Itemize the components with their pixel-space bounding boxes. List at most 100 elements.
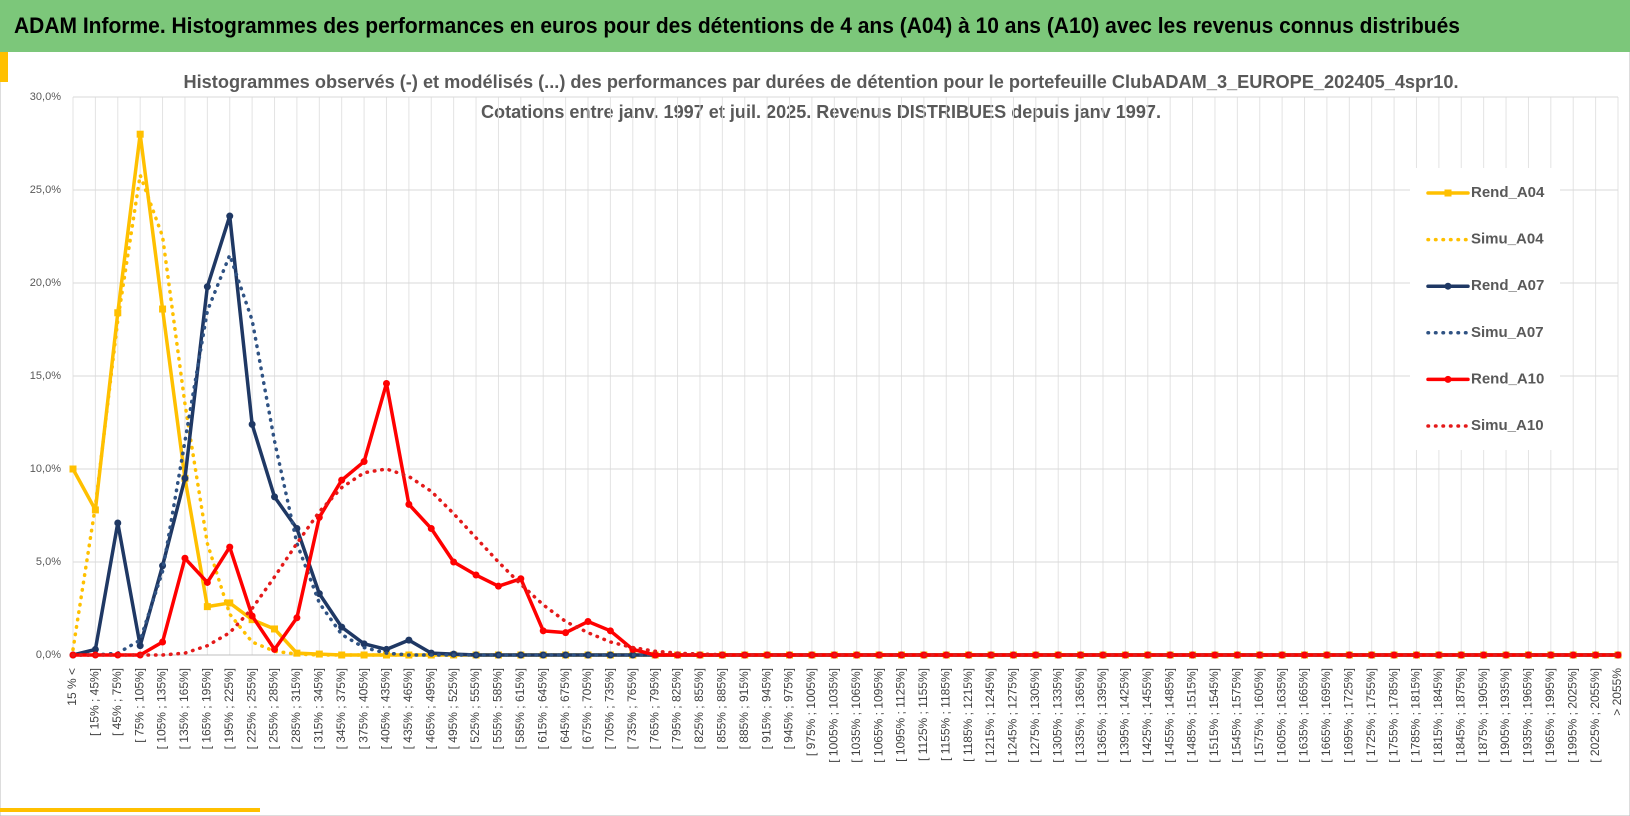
marker (181, 554, 189, 562)
x-tick-label: [ 315% ; 345%] (311, 668, 325, 749)
x-tick-label: [ 1785% ; 1815%] (1409, 668, 1423, 763)
marker (360, 640, 368, 648)
x-tick-label: [ 1455% ; 1485%] (1162, 668, 1176, 763)
marker (1457, 651, 1465, 659)
marker (226, 212, 234, 220)
marker (338, 623, 346, 631)
marker (271, 625, 279, 633)
accent (0, 808, 260, 812)
marker (91, 645, 99, 653)
marker (1301, 651, 1309, 659)
x-tick-label: [ 1125% ; 1155%] (916, 668, 930, 761)
marker (1144, 651, 1152, 659)
marker (226, 599, 234, 607)
marker (1323, 651, 1331, 659)
x-tick-label: [ 585% ; 615%] (513, 668, 527, 749)
marker (450, 558, 458, 566)
marker (203, 283, 211, 291)
y-tick-label: 10,0% (30, 463, 61, 475)
x-tick-label: [ 1635% ; 1665%] (1297, 668, 1311, 763)
marker (1345, 651, 1353, 659)
marker (181, 474, 189, 482)
x-tick-label: [ 1365% ; 1395%] (1095, 668, 1109, 763)
x-tick-label: [ 645% ; 675%] (558, 668, 572, 749)
x-tick-label: [ 465% ; 495%] (423, 668, 437, 749)
legend-label: Rend_A10 (1471, 370, 1544, 387)
x-tick-label: [ 1155% ; 1185%] (938, 668, 952, 761)
x-tick-label: [ 1065% ; 1095%] (871, 668, 885, 763)
x-tick-label: [ 1035% ; 1065%] (849, 668, 863, 763)
marker (248, 420, 256, 428)
x-tick-label: [ 945% ; 975%] (782, 668, 796, 749)
marker (1368, 651, 1376, 659)
marker (159, 638, 167, 646)
legend-label: Simu_A04 (1471, 231, 1544, 248)
x-tick-label: [ 705% ; 735%] (603, 668, 617, 749)
y-tick-label: 25,0% (30, 184, 61, 196)
legend-label: Simu_A07 (1471, 324, 1544, 341)
x-tick-label: [ 915% ; 945%] (759, 668, 773, 749)
marker (1569, 651, 1577, 659)
marker (1278, 651, 1286, 659)
marker (1121, 651, 1129, 659)
x-tick-label: [ 1875% ; 1905%] (1476, 668, 1490, 763)
marker (1099, 651, 1107, 659)
y-tick-label: 0,0% (36, 649, 61, 661)
x-tick-label: [ 105% ; 135%] (155, 668, 169, 749)
x-tick-label: [ 1335% ; 1365%] (1073, 668, 1087, 763)
x-tick-label: [ 525% ; 555%] (468, 668, 482, 749)
x-tick-label: [ 1755% ; 1785%] (1386, 668, 1400, 763)
marker (1435, 651, 1443, 659)
x-tick-label: [ 1965% ; 1995%] (1543, 668, 1557, 763)
x-tick-label: [ 1485% ; 1515%] (1185, 668, 1199, 763)
x-tick-label: [ 1515% ; 1545%] (1207, 668, 1221, 763)
marker (1256, 651, 1264, 659)
marker (539, 627, 547, 635)
x-tick-label: [ 555% ; 585%] (491, 668, 505, 749)
marker (69, 465, 77, 473)
x-tick-label: [ 255% ; 285%] (267, 668, 281, 749)
legend-marker (1444, 189, 1452, 197)
header-title: ADAM Informe. Histogrammes des performan… (14, 13, 1460, 38)
x-tick-label: > 2055% (1610, 668, 1624, 716)
marker (1592, 651, 1600, 659)
x-tick-label: [ 795% ; 825%] (670, 668, 684, 749)
x-tick-label: [ 1275% ; 1305%] (1028, 668, 1042, 763)
marker (584, 618, 592, 626)
x-tick-label: [ 285% ; 315%] (289, 668, 303, 749)
x-tick-label: [ 1665% ; 1695%] (1319, 668, 1333, 763)
x-tick-label: [ 2025% ; 2055%] (1588, 668, 1602, 763)
chart-subtitle: Cotations entre janv. 1997 et juil. 2025… (481, 102, 1161, 122)
legend-label: Simu_A10 (1471, 417, 1544, 434)
marker (606, 627, 614, 635)
x-tick-label: [ 765% ; 795%] (647, 668, 661, 749)
marker (114, 309, 122, 317)
x-tick-label: [ 75% ; 105%] (132, 668, 146, 743)
marker (651, 651, 659, 659)
marker (1480, 651, 1488, 659)
x-tick-label: [ 195% ; 225%] (222, 668, 236, 749)
legend-marker (1444, 282, 1452, 290)
x-tick-label: [ 405% ; 435%] (379, 668, 393, 749)
x-tick-label: [ 15% ; 45%] (88, 668, 102, 736)
marker (226, 543, 234, 551)
x-tick-label: [ 855% ; 885%] (715, 668, 729, 749)
marker (1189, 651, 1197, 659)
x-tick-label: [ 1905% ; 1935%] (1498, 668, 1512, 763)
x-tick-label: [ 675% ; 705%] (580, 668, 594, 749)
marker (427, 525, 435, 533)
marker (159, 305, 167, 313)
accent (0, 52, 8, 82)
x-tick-label: [ 1725% ; 1755%] (1364, 668, 1378, 763)
marker (562, 629, 570, 637)
x-tick-label: [ 1695% ; 1725%] (1341, 668, 1355, 763)
x-tick-label: [ 495% ; 525%] (446, 668, 460, 749)
x-tick-label: [ 345% ; 375%] (334, 668, 348, 749)
x-tick-label: [ 1815% ; 1845%] (1431, 668, 1445, 763)
marker (1211, 651, 1219, 659)
marker (136, 130, 144, 138)
marker (248, 612, 256, 620)
marker (1233, 651, 1241, 659)
